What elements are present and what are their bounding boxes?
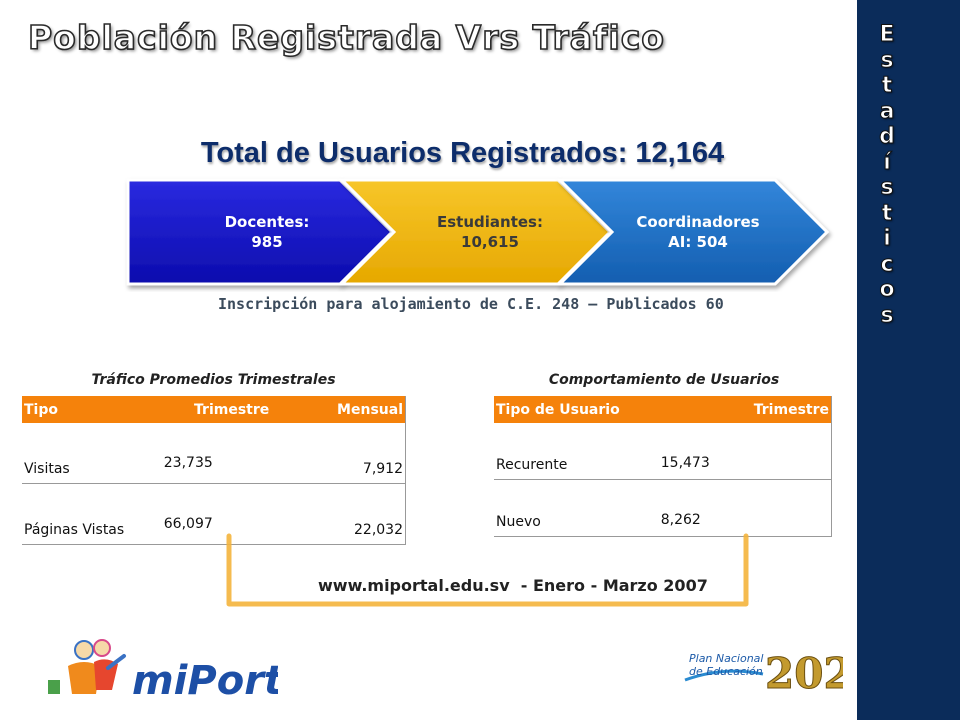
table-row: Recurente 15,473 xyxy=(494,423,832,480)
header-trimestre: Trimestre xyxy=(161,396,302,423)
docentes-title: Docentes: xyxy=(224,213,310,231)
sidebar-vertical-title: E s t a d í s t i c o s xyxy=(857,22,917,328)
sidebar-letter: d xyxy=(879,124,896,150)
estudiantes-value: 10,615 xyxy=(461,233,519,251)
sidebar-letter: c xyxy=(880,251,894,277)
table-row: Nuevo 8,262 xyxy=(494,479,832,537)
portal-url-link[interactable]: www.miportal.edu.sv xyxy=(318,576,510,595)
plan-year: 2021 xyxy=(765,649,843,698)
sidebar-letter: o xyxy=(879,277,895,303)
sidebar-letter: t xyxy=(881,73,893,99)
estudiantes-title: Estudiantes: xyxy=(437,213,543,231)
traffic-table: Tipo Trimestre Mensual Visitas 23,735 7,… xyxy=(22,396,406,545)
cell-mensual: 22,032 xyxy=(301,483,406,545)
inscription-note: Inscripción para alojamiento de C.E. 248… xyxy=(218,295,724,313)
chevron-estudiantes-label: Estudiantes: 10,615 xyxy=(390,212,590,252)
period-text: - Enero - Marzo 2007 xyxy=(520,576,708,595)
cell-trimestre: 8,262 xyxy=(658,479,832,537)
sidebar: E s t a d í s t i c o s xyxy=(857,0,960,720)
cell-tipo: Visitas xyxy=(22,423,162,484)
cell-tipo: Páginas Vistas xyxy=(22,483,162,545)
footer-line: www.miportal.edu.sv - Enero - Marzo 2007 xyxy=(318,576,708,595)
users-table-header: Tipo de Usuario Trimestre xyxy=(494,396,832,423)
docentes-value: 985 xyxy=(251,233,283,251)
sidebar-letter: s xyxy=(880,175,894,201)
plan-2021-logo: Plan Nacional de Educación 2021 xyxy=(684,649,843,699)
coordinadores-value: AI: 504 xyxy=(668,233,728,251)
header-tipo-usuario: Tipo de Usuario xyxy=(494,396,659,423)
cell-trimestre: 15,473 xyxy=(658,423,832,480)
header-mensual: Mensual xyxy=(301,396,406,423)
users-table-title: Comportamiento de Usuarios xyxy=(548,372,780,388)
plan-line1: Plan Nacional xyxy=(689,652,763,665)
miportal-logo-text: miPortal xyxy=(132,658,278,704)
total-users-heading: Total de Usuarios Registrados: 12,164 xyxy=(200,137,725,169)
cell-trimestre: 66,097 xyxy=(161,483,302,545)
footer-bracket xyxy=(226,533,749,607)
cell-tipo-usuario: Recurente xyxy=(494,423,659,480)
traffic-table-title: Tráfico Promedios Trimestrales xyxy=(91,372,336,388)
coordinadores-title: Coordinadores xyxy=(636,213,760,231)
header-tipo: Tipo xyxy=(22,396,162,423)
cell-tipo-usuario: Nuevo xyxy=(494,479,659,537)
slide-title: Población Registrada Vrs Tráfico xyxy=(27,17,665,58)
cell-trimestre: 23,735 xyxy=(161,423,302,484)
sidebar-letter: i xyxy=(883,226,892,252)
sidebar-letter: a xyxy=(879,98,895,124)
sidebar-letter: E xyxy=(879,22,895,48)
chevron-docentes-label: Docentes: 985 xyxy=(182,212,352,252)
sidebar-letter: s xyxy=(880,47,894,73)
sidebar-letter: í xyxy=(883,149,892,175)
chevron-coordinadores-label: Coordinadores AI: 504 xyxy=(598,212,798,252)
sidebar-letter: s xyxy=(880,302,894,328)
table-row: Páginas Vistas 66,097 22,032 xyxy=(22,483,406,545)
miportal-logo: miPortal xyxy=(48,639,278,704)
user-breakdown-chevrons: Docentes: 985 Estudiantes: 10,615 Coordi… xyxy=(120,172,840,292)
chevron-shapes xyxy=(126,178,830,286)
cell-mensual: 7,912 xyxy=(301,423,406,484)
plan-line2: de Educación xyxy=(689,665,763,678)
table-row: Visitas 23,735 7,912 xyxy=(22,423,406,484)
traffic-table-header: Tipo Trimestre Mensual xyxy=(22,396,406,423)
sidebar-letter: t xyxy=(881,200,893,226)
users-table: Tipo de Usuario Trimestre Recurente 15,4… xyxy=(494,396,832,537)
chevron-coordinadores xyxy=(556,178,830,286)
header-trimestre: Trimestre xyxy=(658,396,832,423)
